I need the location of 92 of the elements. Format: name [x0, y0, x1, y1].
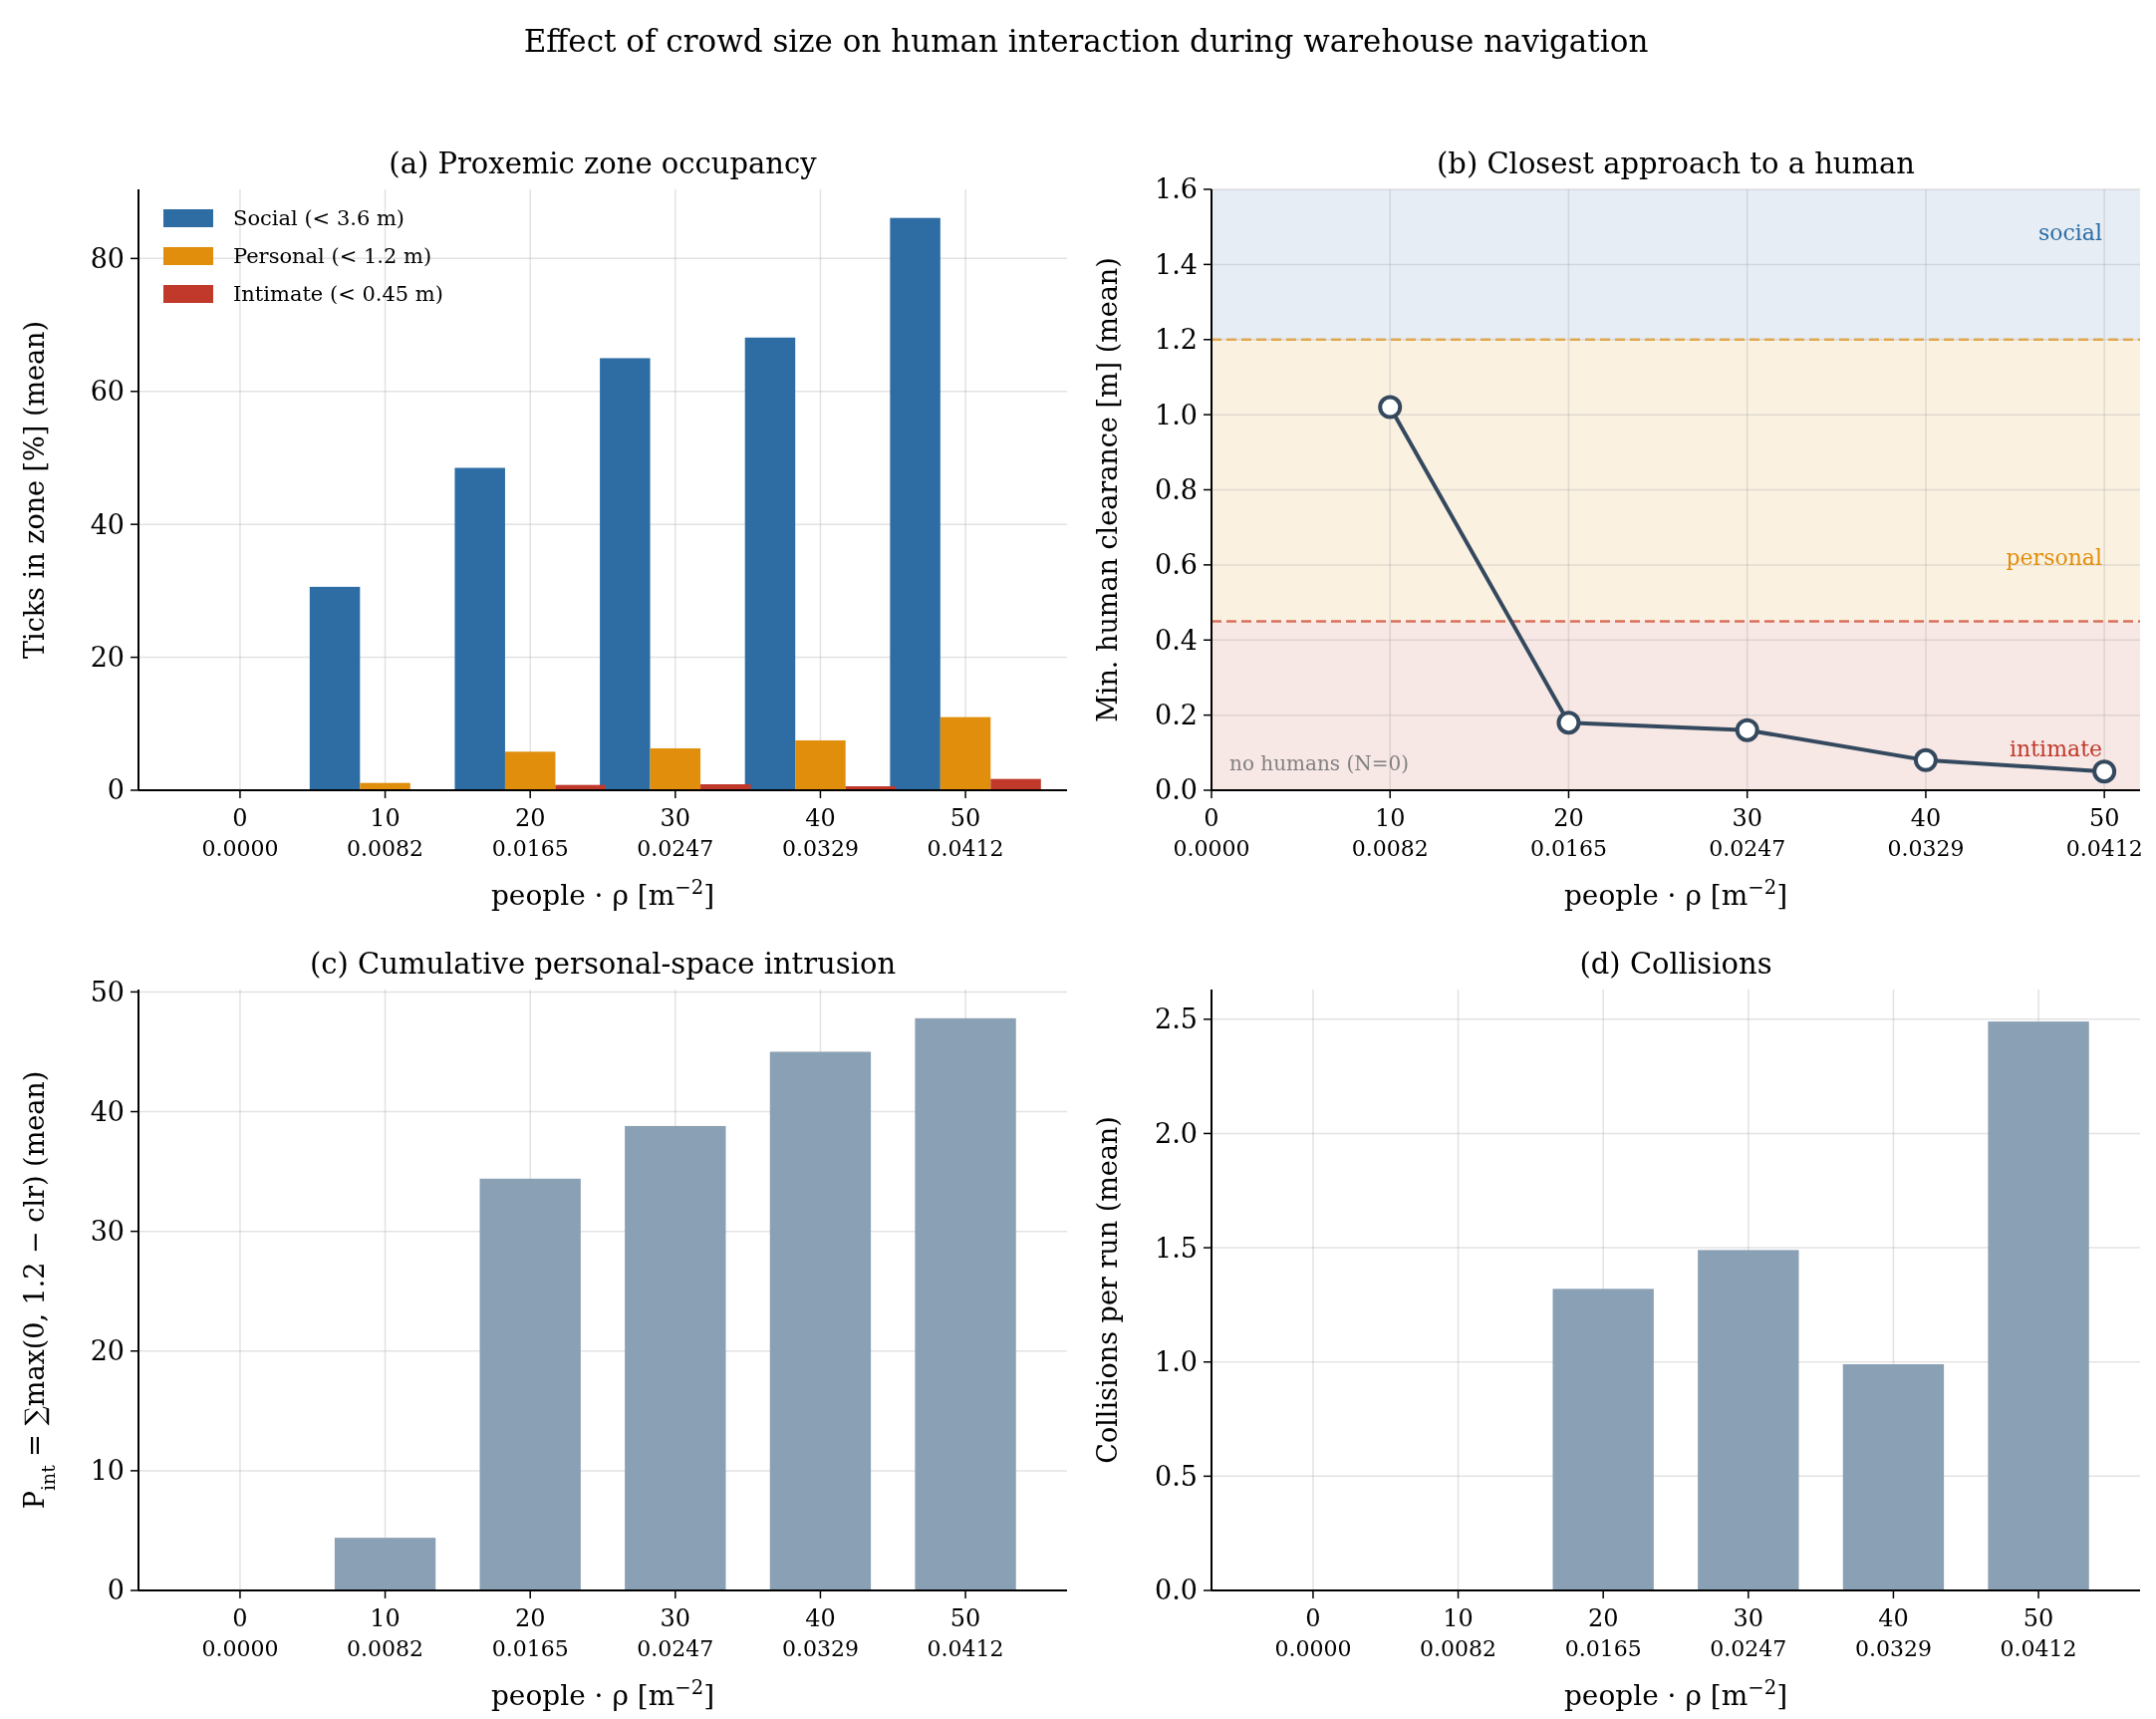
band-label: intimate — [2010, 736, 2102, 762]
y-tick-label: 0.0 — [1155, 1575, 1198, 1606]
y-tick-label: 1.4 — [1155, 248, 1198, 280]
x-tick-label: 20 0.0165 — [491, 804, 569, 861]
x-tick-label: 10 0.0082 — [347, 804, 424, 861]
chart-title: (d) Collisions — [1579, 947, 1772, 981]
x-tick-label: 10 0.0082 — [1351, 804, 1429, 861]
x-tick-label: 0 0.0000 — [201, 804, 279, 861]
legend-label: Intimate (< 0.45 m) — [233, 282, 443, 307]
bar — [479, 1178, 581, 1590]
y-axis-title: Ticks in zone [%] (mean) — [19, 320, 50, 660]
x-tick-label: 0 0.0000 — [1173, 804, 1250, 861]
chart-title: (c) Cumulative personal-space intrusion — [309, 947, 897, 981]
y-tick-label: 1.5 — [1155, 1232, 1198, 1264]
legend-label: Personal (< 1.2 m) — [233, 244, 432, 269]
y-tick-label: 80 — [90, 242, 125, 274]
bar — [769, 1051, 872, 1590]
y-tick-label: 10 — [90, 1455, 125, 1487]
x-tick-label: 30 0.0247 — [637, 1604, 714, 1661]
x-tick-label: 10 0.0082 — [347, 1604, 424, 1661]
y-tick-label: 0.2 — [1155, 700, 1198, 731]
bar — [650, 747, 701, 790]
bar — [890, 217, 941, 790]
annotation: no humans (N=0) — [1229, 751, 1410, 775]
y-axis-title: Min. human clearance [m] (mean) — [1092, 257, 1123, 722]
x-tick-label: 30 0.0247 — [1710, 1604, 1787, 1661]
y-tick-label: 0.8 — [1155, 473, 1198, 505]
y-tick-label: 2.5 — [1155, 1003, 1198, 1035]
y-tick-label: 0.4 — [1155, 624, 1198, 656]
bar — [940, 716, 991, 790]
y-tick-label: 0 — [107, 774, 125, 806]
chart-title: (b) Closest approach to a human — [1437, 146, 1915, 180]
band-label: social — [2037, 219, 2102, 245]
legend-label: Social (< 3.6 m) — [233, 206, 405, 231]
y-tick-label: 0.6 — [1155, 549, 1198, 581]
point — [2092, 759, 2117, 784]
point — [1913, 747, 1938, 772]
bar — [625, 1125, 726, 1590]
bar — [915, 1017, 1016, 1590]
y-tick-label: 1.0 — [1155, 399, 1198, 430]
y-tick-label: 20 — [90, 1335, 125, 1367]
y-tick-label: 40 — [90, 1095, 125, 1127]
y-tick-label: 1.6 — [1155, 173, 1198, 205]
x-tick-label: 30 0.0247 — [637, 804, 714, 861]
x-tick-label: 50 0.0412 — [2000, 1604, 2077, 1661]
x-tick-label: 10 0.0082 — [1420, 1604, 1497, 1661]
bar — [795, 739, 846, 790]
y-tick-label: 50 — [90, 976, 125, 1007]
y-tick-label: 40 — [90, 508, 125, 540]
bar — [600, 358, 651, 790]
y-tick-label: 30 — [90, 1216, 125, 1248]
point — [1556, 711, 1581, 735]
point — [1735, 717, 1759, 742]
y-axis-title: Collisions per run (mean) — [1092, 1116, 1123, 1464]
bar — [1698, 1250, 1799, 1590]
y-tick-label: 60 — [90, 376, 125, 408]
x-tick-label: 40 0.0329 — [1854, 1604, 1932, 1661]
chart-subtitle: Effect of crowd size on human interaction during warehouse navigation — [523, 23, 1649, 59]
point — [1378, 395, 1403, 420]
bar — [1842, 1364, 1945, 1590]
bar — [744, 337, 796, 790]
y-tick-label: 2.0 — [1155, 1117, 1198, 1149]
y-tick-label: 1.0 — [1155, 1346, 1198, 1378]
bar — [454, 467, 505, 790]
x-tick-label: 50 0.0412 — [927, 804, 1004, 861]
x-tick-label: 40 0.0329 — [781, 804, 859, 861]
bar — [1988, 1021, 2089, 1590]
x-tick-label: 50 0.0412 — [927, 1604, 1004, 1661]
x-axis-title: people · ρ [m$^{−2}$] — [1563, 1675, 1788, 1712]
x-axis-title: people · ρ [m$^{−2}$] — [1563, 875, 1788, 912]
y-tick-label: 0 — [107, 1575, 125, 1606]
chart-title: (a) Proxemic zone occupancy — [389, 146, 818, 180]
x-tick-label: 0 0.0000 — [1274, 1604, 1352, 1661]
y-tick-label: 0.5 — [1155, 1460, 1198, 1492]
x-tick-label: 40 0.0329 — [1887, 804, 1965, 861]
bar — [1552, 1289, 1654, 1590]
y-tick-label: 20 — [90, 642, 125, 674]
x-axis-title: people · ρ [m$^{−2}$] — [490, 875, 715, 912]
bar — [309, 586, 361, 790]
band-label: personal — [2006, 544, 2102, 570]
x-axis-title: people · ρ [m$^{−2}$] — [490, 1675, 715, 1712]
x-tick-label: 30 0.0247 — [1709, 804, 1786, 861]
x-tick-label: 0 0.0000 — [201, 1604, 279, 1661]
y-tick-label: 1.2 — [1155, 324, 1198, 356]
x-tick-label: 20 0.0165 — [1529, 804, 1607, 861]
y-tick-label: 0.0 — [1155, 774, 1198, 806]
x-tick-label: 20 0.0165 — [1564, 1604, 1642, 1661]
bar — [334, 1538, 436, 1590]
x-tick-label: 20 0.0165 — [491, 1604, 569, 1661]
x-tick-label: 50 0.0412 — [2065, 804, 2143, 861]
bar — [504, 751, 556, 790]
x-tick-label: 40 0.0329 — [781, 1604, 859, 1661]
